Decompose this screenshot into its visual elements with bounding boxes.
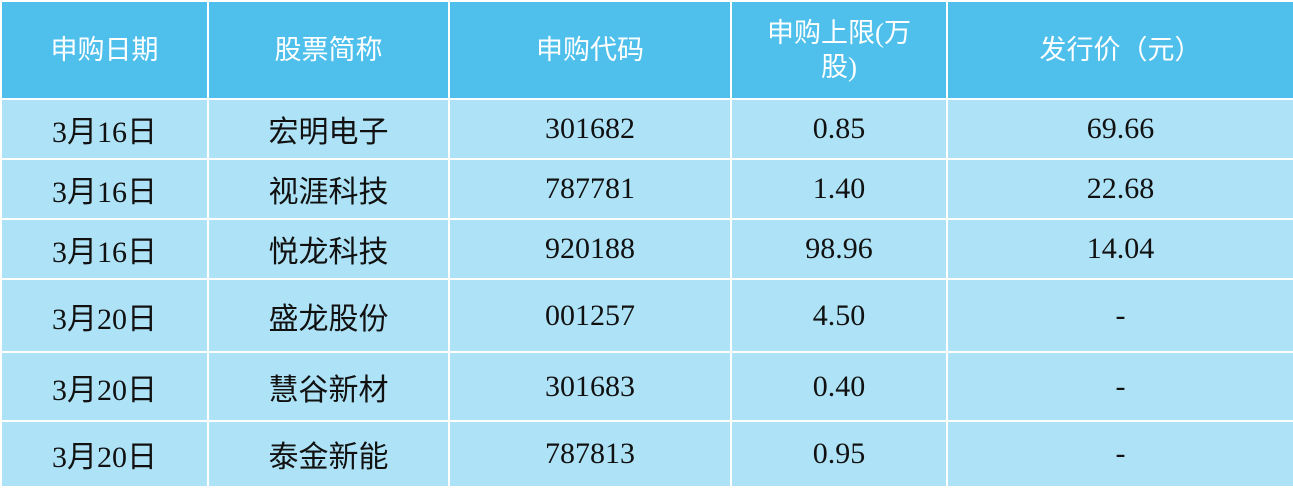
- table-row: 3月20日 慧谷新材 301683 0.40-: [0, 351, 1293, 422]
- cell-code: 301683: [448, 351, 732, 422]
- header-limit: 申购上限(万股): [730, 0, 948, 100]
- cell-name: 视涯科技: [207, 158, 450, 220]
- cell-date: 3月20日: [0, 278, 209, 353]
- cell-name: 盛龙股份: [207, 278, 450, 353]
- cell-price: -: [946, 278, 1293, 353]
- cell-date: 3月20日: [0, 420, 209, 488]
- table-row: 3月16日 宏明电子 301682 0.85 69.66: [0, 98, 1293, 160]
- cell-limit: 1.40: [730, 158, 948, 220]
- cell-limit: 98.96: [730, 218, 948, 280]
- header-code: 申购代码: [448, 0, 732, 100]
- cell-name: 泰金新能: [207, 420, 450, 488]
- cell-price: 22.68: [946, 158, 1293, 220]
- cell-limit: 4.50: [730, 278, 948, 353]
- cell-name: 宏明电子: [207, 98, 450, 160]
- cell-date: 3月16日: [0, 158, 209, 220]
- header-row: 申购日期 股票简称 申购代码 申购上限(万股) 发行价（元）: [0, 0, 1293, 100]
- cell-price: -: [946, 351, 1293, 422]
- cell-limit: 0.85: [730, 98, 948, 160]
- cell-name: 慧谷新材: [207, 351, 450, 422]
- cell-code: 301682: [448, 98, 732, 160]
- table-row: 3月16日 悦龙科技 920188 98.96 14.04: [0, 218, 1293, 280]
- header-price: 发行价（元）: [946, 0, 1293, 100]
- table-row: 3月20日 泰金新能 787813 0.95-: [0, 420, 1293, 488]
- cell-code: 001257: [448, 278, 732, 353]
- cell-price: 69.66: [946, 98, 1293, 160]
- cell-price: 14.04: [946, 218, 1293, 280]
- cell-limit: 0.40: [730, 351, 948, 422]
- cell-date: 3月16日: [0, 98, 209, 160]
- table-row: 3月20日 盛龙股份 001257 4.50-: [0, 278, 1293, 353]
- header-date: 申购日期: [0, 0, 209, 100]
- cell-date: 3月20日: [0, 351, 209, 422]
- header-name: 股票简称: [207, 0, 450, 100]
- cell-code: 787781: [448, 158, 732, 220]
- cell-name: 悦龙科技: [207, 218, 450, 280]
- table-row: 3月16日 视涯科技 787781 1.40 22.68: [0, 158, 1293, 220]
- cell-code: 920188: [448, 218, 732, 280]
- cell-price: -: [946, 420, 1293, 488]
- cell-limit: 0.95: [730, 420, 948, 488]
- cell-date: 3月16日: [0, 218, 209, 280]
- cell-code: 787813: [448, 420, 732, 488]
